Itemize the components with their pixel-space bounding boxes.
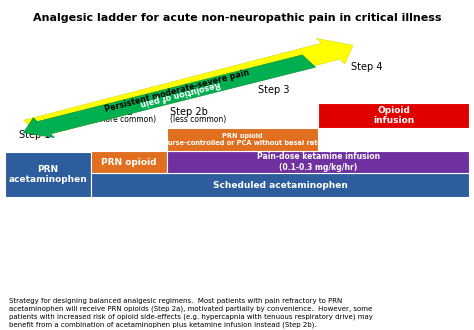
Text: PRN opioid: PRN opioid xyxy=(101,157,157,167)
Bar xyxy=(167,151,469,173)
Text: Step 4: Step 4 xyxy=(351,62,383,72)
Text: Step 2b: Step 2b xyxy=(170,107,208,117)
Bar xyxy=(91,173,469,197)
Bar xyxy=(167,128,319,151)
Text: Step 3: Step 3 xyxy=(258,85,290,95)
FancyArrow shape xyxy=(24,38,353,137)
FancyArrow shape xyxy=(23,55,316,138)
Text: Step 2a: Step 2a xyxy=(95,107,133,117)
Text: PRN opioid
(nurse-controlled or PCA without basal rate): PRN opioid (nurse-controlled or PCA with… xyxy=(160,133,325,146)
Bar xyxy=(91,151,167,173)
Text: (more common): (more common) xyxy=(95,115,156,124)
Text: Persistent moderate-severe pain: Persistent moderate-severe pain xyxy=(103,68,250,114)
Text: Opioid
infusion: Opioid infusion xyxy=(373,106,414,125)
Bar xyxy=(319,103,469,128)
Text: Strategy for designing balanced analgesic regimens.  Most patients with pain ref: Strategy for designing balanced analgesi… xyxy=(9,298,374,328)
Text: Step 1: Step 1 xyxy=(18,130,50,140)
Text: PRN
acetaminophen: PRN acetaminophen xyxy=(9,165,87,184)
Text: Analgesic ladder for acute non-neuropathic pain in critical illness: Analgesic ladder for acute non-neuropath… xyxy=(33,13,441,23)
Text: (less common): (less common) xyxy=(170,115,226,124)
Bar xyxy=(5,152,91,197)
Text: Scheduled acetaminophen: Scheduled acetaminophen xyxy=(212,181,347,189)
Text: Resolution of pain: Resolution of pain xyxy=(139,79,221,108)
Text: Pain-dose ketamine infusion
(0.1-0.3 mg/kg/hr): Pain-dose ketamine infusion (0.1-0.3 mg/… xyxy=(257,152,380,172)
